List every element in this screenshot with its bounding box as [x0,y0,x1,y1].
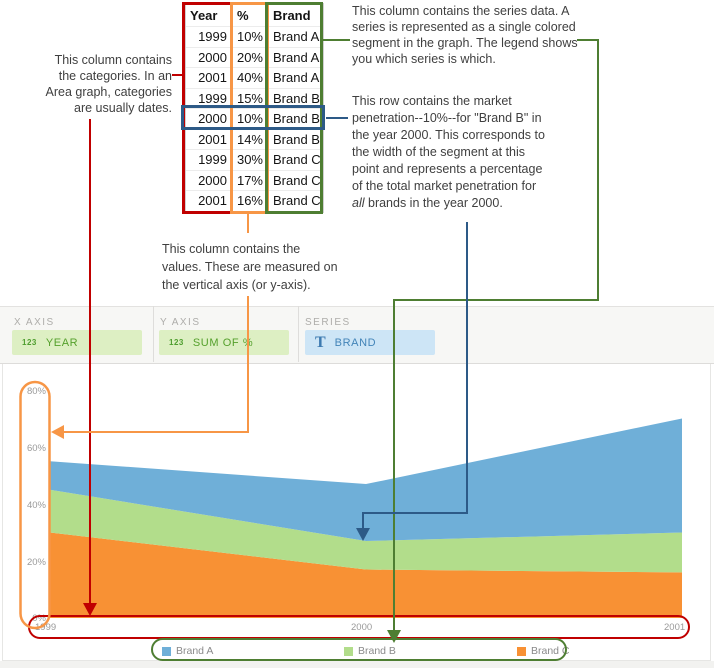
table-header-row: Year % Brand [186,4,323,27]
table-cell: 10% [233,27,269,48]
table-cell: 40% [233,68,269,89]
table-cell: Brand B [269,130,323,150]
table-cell: Brand C [269,191,323,212]
x-axis-field-chip[interactable]: 123 YEAR [12,330,142,355]
table-cell: 2001 [186,68,233,89]
x-tick-1999: 1999 [35,622,57,633]
legend-label-brand-b: Brand B [358,645,396,657]
series-field-name: BRAND [334,336,377,349]
header-year: Year [186,4,233,27]
header-brand: Brand [269,4,323,27]
table-cell: 1999 [186,150,233,171]
y-axis-field-name: SUM OF % [192,336,254,349]
table-cell: 1999 [186,27,233,48]
toolbar-divider [298,306,299,362]
table-cell: 17% [233,170,269,191]
table-row[interactable]: 1999 10% Brand A [186,27,323,48]
table-cell: 2001 [186,129,233,150]
table-cell: Brand A [269,48,323,68]
table-cell: 10% [233,109,269,130]
legend-item-brand-a[interactable]: Brand A [162,645,213,657]
table-cell: 15% [233,88,269,109]
values-annotation: This column contains the values. These ar… [162,242,338,292]
y-tick-40: 40% [26,500,46,511]
table-row[interactable]: 2001 16% Brand C [186,191,323,212]
table-cell: 2000 [186,170,233,191]
legend-swatch-brand-b [344,646,353,656]
table-cell: Brand B [269,109,323,130]
header-percent: % [233,4,269,27]
legend-label-brand-a: Brand A [176,645,214,657]
series-section-label: SERIES [305,317,351,328]
table-row[interactable]: 2000 17% Brand C [186,170,323,191]
table-row[interactable]: 2000 20% Brand A [186,47,323,68]
legend-item-brand-b[interactable]: Brand B [344,645,396,657]
table-cell: 20% [233,47,269,68]
table-cell: 2001 [186,191,233,212]
table-cell: 30% [233,150,269,171]
row-annotation: This row contains the market penetration-… [352,94,545,210]
table-cell: Brand A [269,68,323,89]
data-table-body: 1999 10% Brand A 2000 20% Brand A 2001 40% Brand… [186,27,323,212]
text-type-icon: T [315,333,326,351]
table-cell: 14% [233,129,269,150]
table-row[interactable]: 1999 15% Brand B [186,88,323,109]
table-cell: 2000 [186,109,233,130]
x-tick-2000: 2000 [351,622,373,633]
y-tick-80: 80% [26,386,46,397]
table-cell: Brand C [269,171,323,191]
legend-swatch-brand-a [162,646,171,656]
legend-swatch-brand-c [517,646,526,656]
table-cell: 2000 [186,47,233,68]
x-axis-section-label: X AXIS [14,317,55,328]
x-axis-field-name: YEAR [45,336,79,349]
table-cell: Brand A [269,27,323,48]
x-tick-2001: 2001 [664,622,686,633]
footer-strip [0,661,714,668]
series-field-chip[interactable]: T BRAND [305,330,435,355]
table-cell: Brand C [269,150,323,171]
categories-annotation: This column contains the categories. In a… [45,53,172,115]
table-row[interactable]: 2000 10% Brand B [186,109,323,130]
number-type-icon: 123 [22,338,37,347]
table-row[interactable]: 1999 30% Brand C [186,150,323,171]
legend-item-brand-c[interactable]: Brand C [517,645,570,657]
table-cell: Brand B [269,89,323,109]
table-row[interactable]: 2001 40% Brand A [186,68,323,89]
table-cell: 16% [233,191,269,212]
number-type-icon: 123 [169,338,184,347]
chart-panel [2,362,711,661]
toolbar-divider [153,306,154,362]
y-tick-20: 20% [26,557,46,568]
y-axis-section-label: Y AXIS [160,317,201,328]
table-cell: 1999 [186,88,233,109]
data-table: Year % Brand 1999 10% Brand A 2000 20% Brand … [185,3,324,213]
y-tick-60: 60% [26,443,46,454]
legend-label-brand-c: Brand C [531,645,570,657]
table-row[interactable]: 2001 14% Brand B [186,129,323,150]
y-axis-field-chip[interactable]: 123 SUM OF % [159,330,289,355]
